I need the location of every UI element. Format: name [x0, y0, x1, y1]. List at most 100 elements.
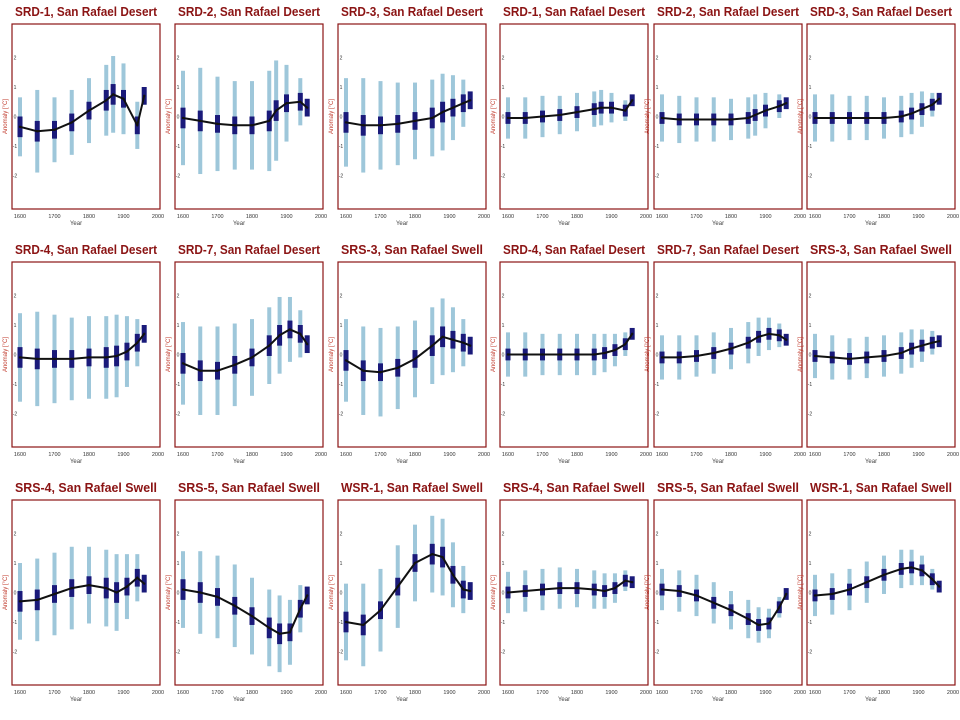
x-tick-label: 1800: [246, 690, 258, 696]
data-point: [848, 116, 851, 120]
y-tick-label: 2: [340, 532, 343, 538]
data-point: [36, 130, 39, 133]
x-axis-label: Year: [712, 221, 724, 227]
y-tick-label: 0: [340, 353, 343, 359]
y-axis-label: Anomaly [°C]: [3, 337, 9, 372]
y-axis-label: Anomaly [°C]: [3, 99, 9, 134]
y-tick-label: 1: [177, 561, 180, 567]
panel-18: WSR-1, San Rafael Swell -2 -1 0 1 2 Anomaly [°…: [798, 480, 959, 703]
plot-frame: [653, 261, 803, 448]
data-point: [712, 118, 715, 121]
x-tick-label: 2000: [640, 452, 652, 458]
data-point: [753, 113, 757, 117]
data-point: [288, 328, 292, 331]
anomaly-line: [182, 328, 309, 372]
y-tick-label: -2: [808, 412, 813, 418]
x-tick-label: 1700: [48, 214, 60, 220]
x-tick-label: 1600: [340, 690, 352, 696]
plot-frame: [11, 499, 161, 686]
x-tick-label: 1700: [48, 690, 60, 696]
y-tick-label: 0: [809, 591, 812, 597]
data-point: [462, 588, 465, 591]
data-point: [938, 585, 941, 588]
x-axis-label: Year: [865, 459, 877, 465]
data-point: [18, 356, 22, 359]
x-tick-label: 1600: [502, 452, 514, 458]
y-tick-label: 0: [809, 353, 812, 359]
y-tick-label: 1: [656, 561, 659, 567]
data-point: [379, 124, 382, 127]
y-tick-label: -1: [339, 382, 344, 388]
x-tick-label: 1900: [759, 690, 771, 696]
y-tick-label: 0: [177, 115, 180, 121]
y-tick-label: 0: [177, 591, 180, 597]
data-point: [712, 601, 715, 605]
data-point: [900, 567, 903, 571]
plot-frame: [174, 23, 324, 210]
plot-frame: [653, 499, 803, 686]
x-tick-label: 1800: [878, 452, 890, 458]
y-tick-label: 0: [14, 115, 17, 121]
anomaly-line: [19, 93, 146, 133]
y-axis-label: Anomaly [°C]: [645, 337, 651, 372]
y-tick-label: -1: [655, 620, 660, 626]
data-point: [379, 609, 382, 612]
x-tick-label: 1700: [536, 214, 548, 220]
data-point: [268, 344, 271, 347]
x-tick-label: 1700: [48, 452, 60, 458]
data-point: [306, 106, 309, 109]
x-axis-label: Year: [558, 697, 570, 703]
x-tick-label: 1600: [656, 690, 668, 696]
y-tick-label: 0: [502, 591, 505, 597]
x-tick-label: 1700: [690, 452, 702, 458]
panel-title: SRD-7, San Rafael Desert: [178, 242, 321, 257]
data-point: [593, 107, 596, 111]
data-point: [299, 332, 302, 336]
y-tick-label: 2: [502, 294, 505, 300]
x-axis-label: Year: [233, 697, 245, 703]
y-tick-label: -2: [501, 412, 506, 418]
x-tick-label: 2000: [315, 690, 327, 696]
data-point: [660, 116, 664, 120]
data-point: [831, 116, 834, 120]
y-tick-label: -1: [501, 144, 506, 150]
data-point: [36, 357, 39, 361]
x-tick-label: 1800: [571, 690, 583, 696]
data-point: [558, 113, 561, 117]
data-point: [785, 338, 788, 341]
x-tick-label: 2000: [794, 452, 806, 458]
plot-frame: [337, 23, 487, 210]
x-tick-label: 1900: [912, 214, 924, 220]
data-point: [278, 334, 281, 337]
panel-7: SRD-4, San Rafael Desert -2 -1 0 1 2 Anomaly […: [3, 242, 164, 465]
data-point: [199, 591, 202, 594]
y-tick-label: -1: [176, 382, 181, 388]
data-point: [274, 109, 278, 112]
data-point: [624, 109, 627, 112]
data-point: [931, 103, 934, 106]
y-tick-label: -1: [655, 382, 660, 388]
data-point: [541, 353, 544, 356]
data-point: [362, 124, 365, 127]
y-tick-label: -2: [176, 412, 181, 418]
data-point: [920, 569, 924, 572]
data-point: [136, 576, 139, 579]
data-point: [233, 363, 236, 367]
y-tick-label: 0: [502, 115, 505, 121]
data-point: [593, 588, 596, 591]
y-axis-label: Anomaly [°C]: [329, 575, 335, 610]
data-point: [729, 347, 733, 350]
anomaly-line: [345, 553, 471, 626]
data-point: [413, 119, 417, 123]
y-axis-label: Anomaly [°C]: [166, 575, 172, 610]
data-point: [712, 351, 715, 355]
panel-title: SRS-5, San Rafael Swell: [657, 480, 799, 495]
y-tick-label: 2: [177, 294, 180, 300]
data-point: [362, 623, 365, 627]
y-tick-label: 1: [809, 561, 812, 567]
x-tick-label: 1700: [536, 690, 548, 696]
anomaly-line: [182, 100, 308, 127]
x-tick-label: 1900: [759, 452, 771, 458]
data-point: [136, 124, 139, 127]
